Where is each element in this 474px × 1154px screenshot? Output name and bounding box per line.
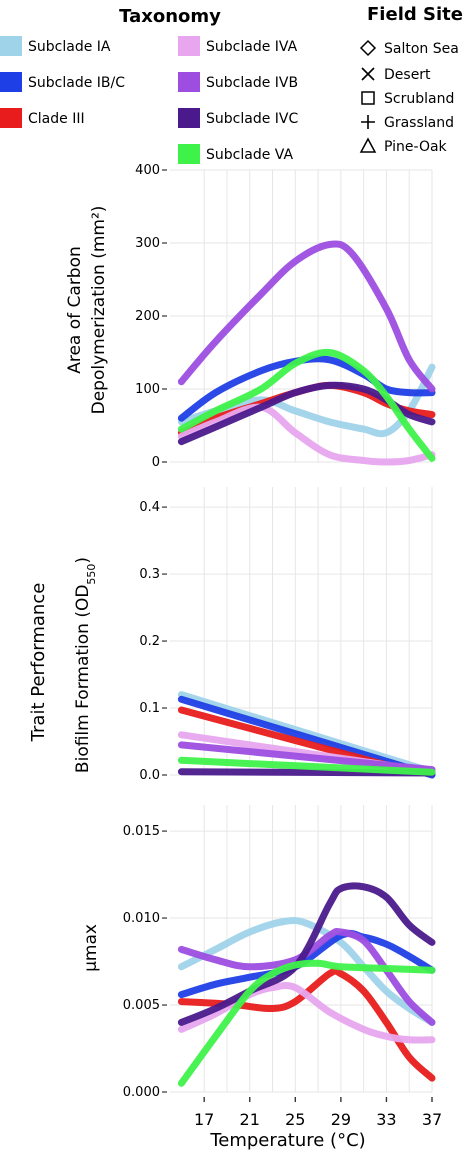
x-tick-label: 33 [376, 1110, 396, 1129]
carbon-ylabel-line2: Depolymerization (mm²) [89, 206, 109, 415]
carbon-panel: Area of Carbon Depolymerization (mm²) 0 1… [65, 163, 436, 470]
triangle-icon [359, 137, 377, 153]
legend-label-clade-iii: Clade III [28, 111, 85, 127]
carbon-series-line-subclade-iva [177, 403, 436, 466]
legend-label-subclade-iva: Subclade IVA [206, 39, 298, 55]
x-tick-label: 21 [240, 1110, 260, 1129]
carbon-ytick-label: 400 [135, 163, 160, 178]
legend-site-grassland: Grassland [384, 115, 454, 131]
umax-panel: μmax Temperature (°C) 0.000 0.005 0.010 0.0… [81, 805, 442, 1151]
carbon-series-line-subclade-ivb [177, 240, 436, 393]
legend-swatch-subclade-va [178, 144, 200, 164]
legend-label-subclade-ia: Subclade IA [28, 39, 111, 55]
biofilm-ytick-label: 0.3 [139, 567, 160, 582]
legend-site-pine-oak: Pine-Oak [384, 139, 448, 155]
legend-label-subclade-ivb: Subclade IVB [206, 75, 298, 91]
carbon-ytick-label: 100 [135, 382, 160, 397]
square-icon [361, 91, 375, 105]
legend-label-subclade-ibc: Subclade IB/C [28, 75, 125, 91]
legend-site-title: Field Site [367, 4, 463, 25]
biofilm-ytick-label: 0.4 [139, 500, 160, 515]
legend-swatch-subclade-ia [0, 36, 22, 56]
legend-swatch-subclade-ibc [0, 72, 22, 92]
legend-swatch-subclade-ivb [178, 72, 200, 92]
biofilm-ytick-label: 0.0 [139, 768, 160, 783]
umax-series-line-subclade-ivc [177, 882, 436, 1026]
x-tick-label: 17 [194, 1110, 214, 1129]
x-tick-label: 25 [285, 1110, 305, 1129]
umax-ylabel: μmax [81, 924, 101, 972]
legend-site-desert: Desert [384, 67, 431, 83]
x-tick-label: 37 [422, 1110, 442, 1129]
umax-series-line-subclade-ia [177, 917, 436, 1026]
cross-x-icon [361, 67, 375, 81]
carbon-ylabel-line1: Area of Carbon [65, 246, 85, 374]
legend-label-subclade-ivc: Subclade IVC [206, 111, 298, 127]
diamond-icon [359, 39, 377, 57]
biofilm-ylabel-end: ) [73, 557, 93, 564]
legend-label-subclade-va: Subclade VA [206, 147, 293, 163]
biofilm-ytick-label: 0.2 [139, 634, 160, 649]
umax-series-line-subclade-ivb [177, 927, 436, 1026]
biofilm-ylabel-sub: 550 [85, 564, 98, 585]
biofilm-ylabel-main: Biofilm Formation (OD [73, 585, 93, 774]
umax-ytick-label: 0.000 [123, 1085, 160, 1100]
legend-site-salton-sea: Salton Sea [384, 41, 459, 57]
carbon-ytick-label: 300 [135, 236, 160, 251]
biofilm-ytick-label: 0.1 [139, 701, 160, 716]
x-tick-label: 29 [331, 1110, 351, 1129]
biofilm-ylabel: Biofilm Formation (OD550) [73, 557, 98, 773]
carbon-series-line-subclade-ib-c [177, 355, 436, 422]
shared-ylabel: Trait Performance [28, 583, 49, 743]
legend: Taxonomy Field Site Subclade IA Subclade… [0, 4, 463, 164]
carbon-series-line-subclade-va [177, 348, 436, 462]
carbon-ytick-label: 200 [135, 309, 160, 324]
biofilm-series-line-subclade-ivb [177, 741, 436, 774]
carbon-series-line-subclade-ivc [177, 381, 436, 446]
legend-swatch-clade-iii [0, 108, 22, 128]
biofilm-panel: Biofilm Formation (OD550) 0.0 0.1 0.2 0.3 0.… [73, 487, 436, 783]
legend-swatch-subclade-ivc [178, 108, 200, 128]
carbon-ytick-label: 0 [152, 455, 160, 470]
x-axis-title: Temperature (°C) [209, 1130, 365, 1151]
legend-taxonomy-title: Taxonomy [119, 6, 221, 27]
umax-ytick-label: 0.005 [123, 998, 160, 1013]
umax-ytick-label: 0.015 [123, 824, 160, 839]
legend-site-scrubland: Scrubland [384, 91, 454, 107]
biofilm-series-line-subclade-va [177, 756, 436, 776]
plus-icon [361, 115, 375, 129]
legend-swatch-subclade-iva [178, 36, 200, 56]
umax-ytick-label: 0.010 [123, 911, 160, 926]
umax-series-line-subclade-va [177, 959, 436, 1087]
